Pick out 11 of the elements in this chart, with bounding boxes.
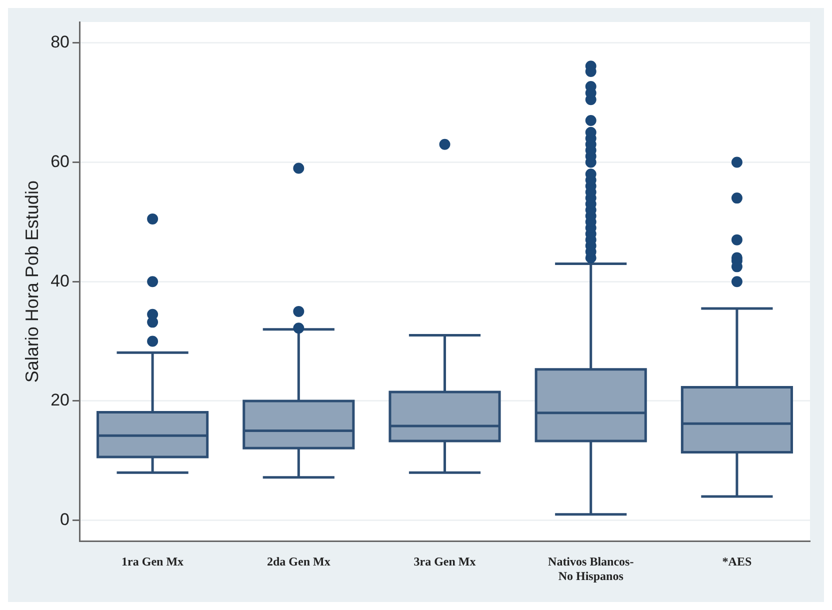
y-tick-label: 80 <box>50 32 70 52</box>
y-tick-label: 20 <box>50 390 70 410</box>
x-tick-label: Nativos Blancos- No Hispanos <box>548 554 634 583</box>
y-tick-label: 0 <box>60 510 70 529</box>
x-tick-label: 3ra Gen Mx <box>414 554 476 568</box>
x-tick-label: *AES <box>722 554 752 568</box>
y-tick-label: 40 <box>50 271 70 290</box>
y-axis-title: Salario Hora Pob Estudio <box>22 180 42 383</box>
x-tick-label: 1ra Gen Mx <box>122 554 184 568</box>
x-tick-label: 2da Gen Mx <box>266 554 330 568</box>
y-tick-label: 60 <box>50 152 70 171</box>
